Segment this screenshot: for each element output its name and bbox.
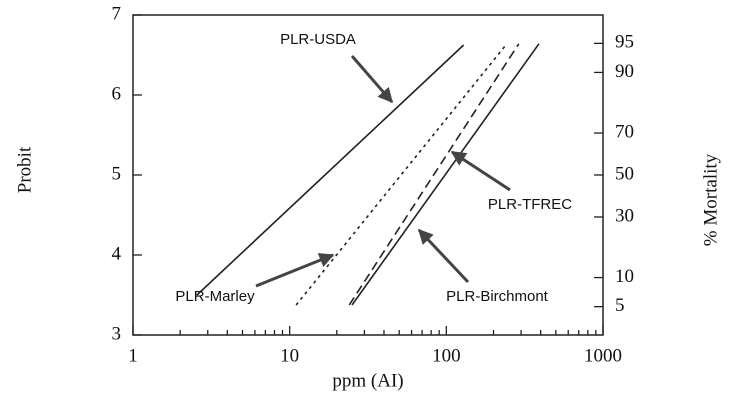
annotation-arrow xyxy=(350,55,394,104)
x-axis-label: ppm (AI) xyxy=(332,370,403,391)
y-tick-label: 4 xyxy=(112,243,122,264)
annotation-arrow xyxy=(255,253,335,288)
annotation-arrow xyxy=(417,228,470,284)
y2-tick-label: 30 xyxy=(615,205,634,226)
x-tick-label: 1 xyxy=(128,345,138,366)
y-axis-label: Probit xyxy=(14,146,35,193)
series-line xyxy=(196,44,465,296)
y2-tick-label: 70 xyxy=(615,121,634,142)
x-tick-label: 10 xyxy=(280,345,299,366)
y2-tick-label: 90 xyxy=(615,61,634,82)
y-tick-label: 7 xyxy=(112,3,122,24)
series-label: PLR-USDA xyxy=(280,31,356,48)
y-tick-label: 5 xyxy=(112,163,122,184)
x-tick-label: 100 xyxy=(432,345,461,366)
series-label: PLR-TFREC xyxy=(488,196,572,213)
series-label: PLR-Marley xyxy=(175,288,255,305)
y2-tick-label: 50 xyxy=(615,163,634,184)
y2-tick-label: 95 xyxy=(615,32,634,53)
series-line xyxy=(295,44,507,306)
y-tick-label: 6 xyxy=(112,83,122,104)
y-tick-label: 3 xyxy=(112,323,122,344)
y2-tick-label: 10 xyxy=(615,266,634,287)
x-tick-label: 1000 xyxy=(584,345,622,366)
series-label: PLR-Birchmont xyxy=(446,288,549,305)
series-line xyxy=(351,43,540,306)
y2-tick-label: 5 xyxy=(615,295,625,316)
y2-axis-label: % Mortality xyxy=(700,153,721,246)
annotation-arrow xyxy=(450,150,511,192)
series-line xyxy=(348,43,520,306)
